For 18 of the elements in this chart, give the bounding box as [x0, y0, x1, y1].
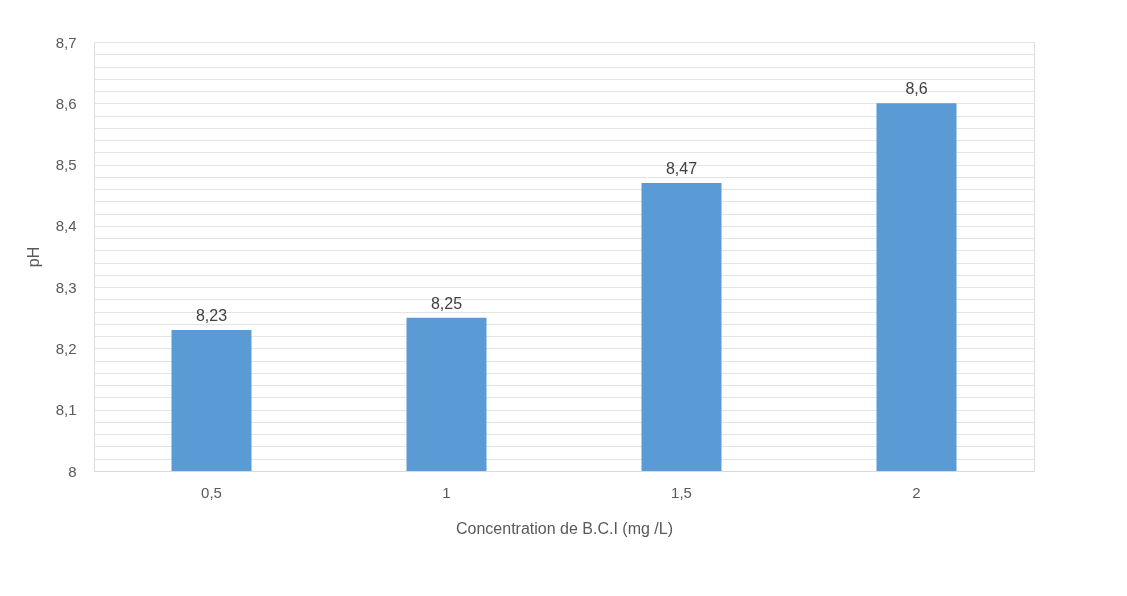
y-tick-label: 8,5 — [55, 156, 77, 174]
y-tick-label: 8 — [68, 462, 77, 480]
x-tick-label: 2 — [912, 483, 921, 501]
data-label: 8,25 — [430, 294, 463, 312]
y-tick-label: 8,6 — [55, 94, 77, 112]
data-label: 8,23 — [195, 307, 228, 325]
x-tick-label: 1 — [442, 483, 451, 501]
y-tick-label: 8,1 — [55, 401, 77, 419]
y-tick-label: 8,2 — [55, 339, 77, 357]
data-label: 8,6 — [905, 80, 928, 98]
data-label: 8,47 — [665, 159, 698, 177]
y-tick-label: 8,7 — [55, 33, 77, 51]
y-tick-label: 8,4 — [55, 217, 77, 235]
x-axis-title: Concentration de B.C.I (mg /L) — [456, 519, 673, 537]
y-axis-title: pH — [24, 246, 42, 268]
x-tick-label: 0,5 — [201, 483, 222, 501]
x-tick-label: 1,5 — [671, 483, 692, 501]
y-tick-label: 8,3 — [55, 278, 77, 296]
